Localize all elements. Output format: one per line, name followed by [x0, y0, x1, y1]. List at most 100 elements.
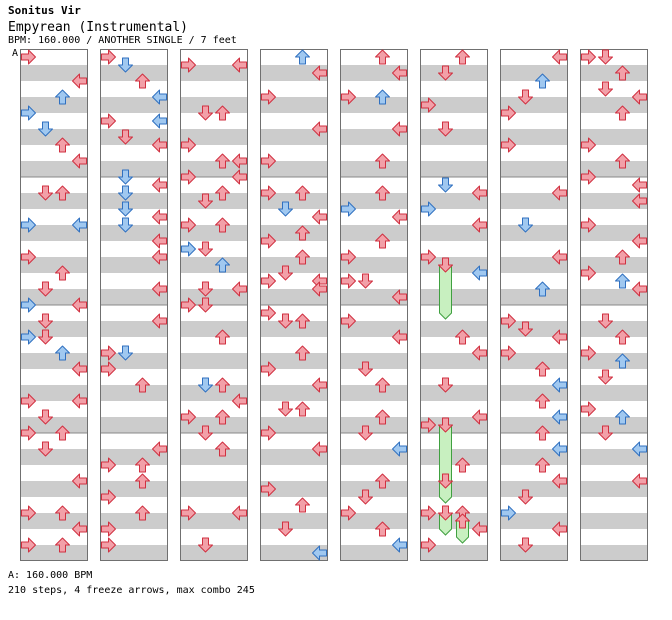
left-arrow [581, 217, 596, 233]
beat-stripe [420, 545, 488, 561]
right-arrow [632, 233, 647, 249]
column-frame [580, 49, 648, 561]
beat-stripe [100, 545, 168, 561]
left-arrow [341, 313, 356, 329]
right-arrow [472, 217, 487, 233]
down-arrow [598, 49, 613, 65]
right-arrow [72, 297, 87, 313]
beat-stripe [580, 481, 648, 497]
chart-column [100, 49, 168, 561]
up-arrow [535, 393, 550, 409]
right-arrow [392, 209, 407, 225]
beat-stripe [20, 129, 88, 145]
beat-stripe [180, 65, 248, 81]
beat-stripe [500, 65, 568, 81]
up-arrow [215, 409, 230, 425]
beat-stripe [180, 417, 248, 433]
beat-stripe [420, 449, 488, 465]
beat-stripe [580, 161, 648, 177]
bpm-summary: A: 160.000 BPM [8, 570, 93, 581]
up-arrow [135, 73, 150, 89]
beat-stripe [500, 449, 568, 465]
right-arrow [552, 441, 567, 457]
beat-stripe [100, 97, 168, 113]
left-arrow [581, 345, 596, 361]
beat-stripe [180, 193, 248, 209]
column-frame [180, 49, 248, 561]
beat-stripe [100, 225, 168, 241]
beat-stripe [500, 353, 568, 369]
left-arrow [181, 57, 196, 73]
beat-stripe [20, 321, 88, 337]
down-arrow [438, 417, 453, 433]
right-arrow [152, 313, 167, 329]
beat-stripe [420, 257, 488, 273]
left-arrow [261, 305, 276, 321]
left-arrow [501, 105, 516, 121]
up-arrow [295, 49, 310, 65]
left-arrow [101, 489, 116, 505]
up-arrow [55, 345, 70, 361]
artist-name: Sonitus Vir [8, 4, 81, 17]
beat-stripe [100, 289, 168, 305]
right-arrow [232, 57, 247, 73]
beat-stripe [260, 321, 328, 337]
left-arrow [261, 425, 276, 441]
chart-column [260, 49, 328, 561]
right-arrow [152, 89, 167, 105]
beat-stripe [180, 481, 248, 497]
down-arrow [438, 177, 453, 193]
left-arrow [421, 97, 436, 113]
down-arrow [358, 361, 373, 377]
column-frame [20, 49, 88, 561]
down-arrow [118, 185, 133, 201]
right-arrow [152, 249, 167, 265]
beat-stripe [260, 449, 328, 465]
left-arrow [261, 153, 276, 169]
right-arrow [152, 137, 167, 153]
up-arrow [215, 377, 230, 393]
up-arrow [295, 345, 310, 361]
column-frame [340, 49, 408, 561]
left-arrow [21, 49, 36, 65]
down-arrow [198, 281, 213, 297]
down-arrow [198, 105, 213, 121]
beat-stripe [20, 417, 88, 433]
left-arrow [501, 345, 516, 361]
left-arrow [501, 137, 516, 153]
left-arrow [101, 521, 116, 537]
beat-stripe [420, 225, 488, 241]
right-arrow [232, 281, 247, 297]
right-arrow [72, 153, 87, 169]
beat-stripe [580, 225, 648, 241]
right-arrow [632, 177, 647, 193]
beat-stripe [260, 481, 328, 497]
down-arrow [198, 377, 213, 393]
beat-stripe [20, 545, 88, 561]
beat-stripe [420, 193, 488, 209]
beat-stripe [500, 257, 568, 273]
chart-column [420, 49, 488, 561]
beat-stripe [180, 385, 248, 401]
down-arrow [518, 537, 533, 553]
down-arrow [598, 313, 613, 329]
left-arrow [581, 401, 596, 417]
beat-stripe [500, 385, 568, 401]
right-arrow [552, 185, 567, 201]
right-arrow [392, 289, 407, 305]
down-arrow [358, 273, 373, 289]
left-arrow [21, 537, 36, 553]
right-arrow [632, 89, 647, 105]
beat-stripe [100, 65, 168, 81]
down-arrow [38, 441, 53, 457]
up-arrow [135, 457, 150, 473]
beat-stripe [500, 417, 568, 433]
down-arrow [438, 65, 453, 81]
beat-stripe [340, 545, 408, 561]
left-arrow [21, 105, 36, 121]
beat-stripe [340, 481, 408, 497]
beat-stripe [100, 481, 168, 497]
freeze-arrow [439, 264, 452, 320]
right-arrow [152, 441, 167, 457]
